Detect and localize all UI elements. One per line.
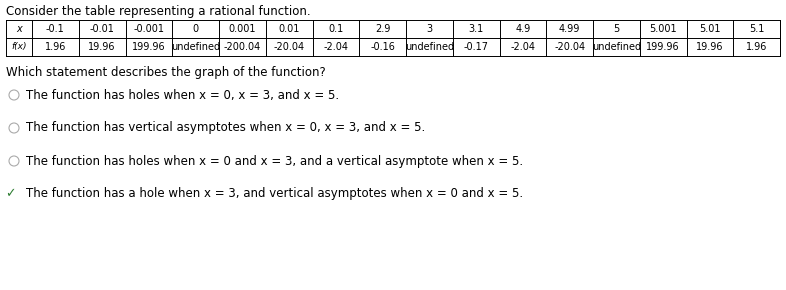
- Text: 3.1: 3.1: [468, 24, 483, 34]
- Text: 0.1: 0.1: [329, 24, 343, 34]
- Text: -2.04: -2.04: [323, 42, 348, 52]
- Text: 1.96: 1.96: [45, 42, 66, 52]
- Text: -0.1: -0.1: [46, 24, 64, 34]
- Text: 2.9: 2.9: [375, 24, 391, 34]
- Text: undefined: undefined: [171, 42, 220, 52]
- Text: 0.001: 0.001: [229, 24, 256, 34]
- Text: 19.96: 19.96: [88, 42, 116, 52]
- Text: 5.1: 5.1: [749, 24, 764, 34]
- Text: -0.01: -0.01: [90, 24, 115, 34]
- Text: 19.96: 19.96: [696, 42, 724, 52]
- Text: 199.96: 199.96: [132, 42, 166, 52]
- Text: undefined: undefined: [405, 42, 454, 52]
- Text: ✓: ✓: [5, 188, 15, 200]
- Text: -0.16: -0.16: [370, 42, 395, 52]
- Text: Which statement describes the graph of the function?: Which statement describes the graph of t…: [6, 66, 325, 79]
- Text: 4.99: 4.99: [559, 24, 580, 34]
- Text: f(x): f(x): [11, 43, 27, 52]
- Text: 4.9: 4.9: [516, 24, 531, 34]
- Text: The function has holes when x = 0, x = 3, and x = 5.: The function has holes when x = 0, x = 3…: [26, 88, 339, 102]
- Text: x: x: [17, 24, 22, 34]
- Text: The function has a hole when x = 3, and vertical asymptotes when x = 0 and x = 5: The function has a hole when x = 3, and …: [26, 188, 523, 200]
- Text: 5: 5: [613, 24, 619, 34]
- Text: -0.17: -0.17: [464, 42, 489, 52]
- Text: undefined: undefined: [592, 42, 641, 52]
- Text: 1.96: 1.96: [746, 42, 767, 52]
- Text: Consider the table representing a rational function.: Consider the table representing a ration…: [6, 5, 310, 18]
- Text: 5.01: 5.01: [699, 24, 721, 34]
- Text: -2.04: -2.04: [510, 42, 535, 52]
- Text: 199.96: 199.96: [646, 42, 680, 52]
- Text: 3: 3: [426, 24, 432, 34]
- Text: -20.04: -20.04: [554, 42, 586, 52]
- Text: The function has vertical asymptotes when x = 0, x = 3, and x = 5.: The function has vertical asymptotes whe…: [26, 122, 425, 135]
- Text: -0.001: -0.001: [134, 24, 164, 34]
- Text: The function has holes when x = 0 and x = 3, and a vertical asymptote when x = 5: The function has holes when x = 0 and x …: [26, 155, 523, 168]
- Text: 0: 0: [193, 24, 199, 34]
- Text: -20.04: -20.04: [274, 42, 305, 52]
- Text: 5.001: 5.001: [649, 24, 677, 34]
- Text: 0.01: 0.01: [278, 24, 299, 34]
- Text: -200.04: -200.04: [224, 42, 261, 52]
